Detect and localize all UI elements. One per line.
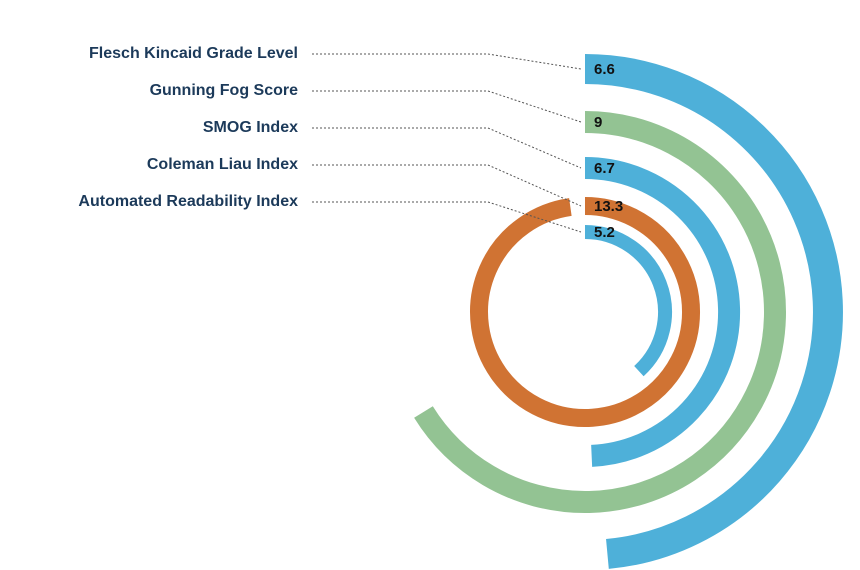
leader-line-smog-index xyxy=(312,127,582,169)
bar-coleman-liau-index xyxy=(470,197,700,427)
leader-line-gunning-fog-score xyxy=(312,90,582,123)
bar-automated-readability-index xyxy=(584,225,672,377)
leader-line-coleman-liau-index xyxy=(312,164,582,207)
bar-smog-index xyxy=(584,157,741,467)
value-label-gunning-fog-score: 9 xyxy=(594,114,602,131)
value-label-automated-readability-index: 5.2 xyxy=(594,224,615,241)
bar-gunning-fog-score xyxy=(414,111,786,513)
bar-flesch-kincaid-grade-level xyxy=(584,54,843,569)
value-label-flesch-kincaid-grade-level: 6.6 xyxy=(594,61,615,78)
value-label-smog-index: 6.7 xyxy=(594,160,615,177)
leader-line-flesch-kincaid-grade-level xyxy=(312,53,582,70)
label-smog-index: SMOG Index xyxy=(203,119,298,136)
label-gunning-fog-score: Gunning Fog Score xyxy=(150,82,299,99)
leader-line-automated-readability-index xyxy=(312,201,582,233)
value-label-coleman-liau-index: 13.3 xyxy=(594,198,623,215)
label-coleman-liau-index: Coleman Liau Index xyxy=(147,156,298,173)
label-flesch-kincaid-grade-level: Flesch Kincaid Grade Level xyxy=(89,45,298,62)
label-automated-readability-index: Automated Readability Index xyxy=(78,193,298,210)
